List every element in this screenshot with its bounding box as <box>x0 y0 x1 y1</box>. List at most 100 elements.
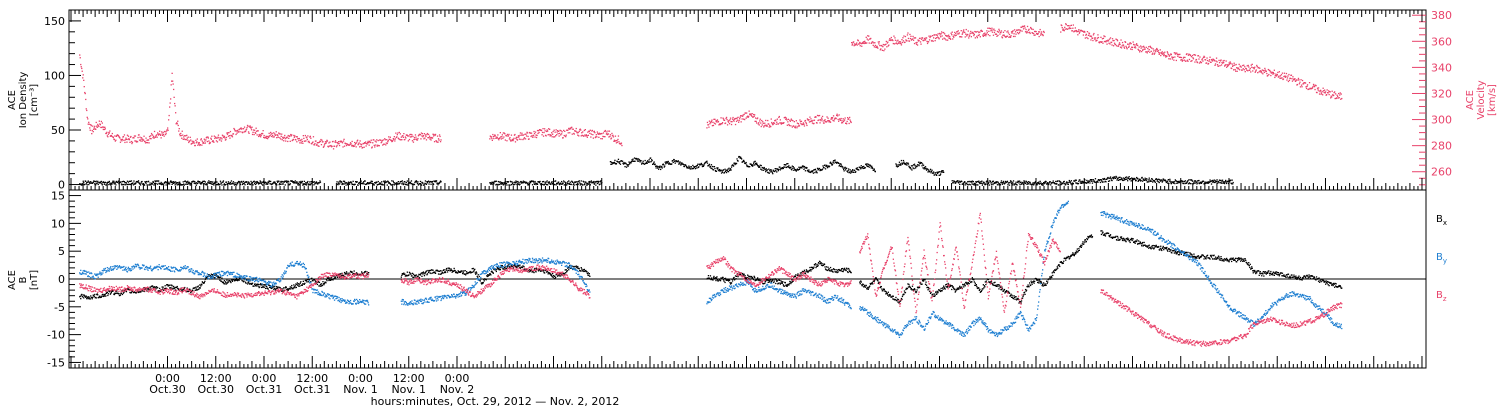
velocity-point <box>852 43 854 45</box>
density-point <box>774 170 776 173</box>
density-point <box>259 180 261 182</box>
velocity-point <box>822 120 824 122</box>
velocity-point <box>706 127 708 129</box>
density-point <box>973 184 975 186</box>
density-point <box>575 184 577 186</box>
density-point <box>104 181 106 183</box>
density-point <box>1120 178 1122 181</box>
velocity-point <box>107 136 109 138</box>
bx-point <box>191 290 193 293</box>
velocity-point <box>245 129 247 131</box>
velocity-point <box>365 141 367 143</box>
bx-point <box>321 284 324 286</box>
density-point <box>1135 179 1137 182</box>
velocity-point <box>300 142 302 144</box>
velocity-point <box>572 128 574 130</box>
velocity-point <box>611 132 613 135</box>
density-point <box>578 180 580 182</box>
velocity-point <box>326 140 329 142</box>
density-point <box>89 182 91 184</box>
velocity-point <box>393 138 395 140</box>
velocity-point <box>1324 89 1326 91</box>
density-point <box>786 163 788 165</box>
velocity-point <box>427 137 429 139</box>
density-point <box>976 184 978 186</box>
velocity-point <box>298 137 300 140</box>
velocity-point <box>1112 45 1115 47</box>
velocity-point <box>556 134 558 136</box>
velocity-point <box>438 134 441 136</box>
density-point <box>1037 182 1039 184</box>
velocity-point <box>770 118 772 120</box>
velocity-point <box>434 134 436 137</box>
velocity-point <box>494 134 496 136</box>
velocity-point <box>374 146 376 148</box>
velocity-point <box>1208 59 1211 61</box>
density-point <box>174 184 176 186</box>
density-point <box>663 166 665 168</box>
velocity-point <box>1183 59 1186 61</box>
density-point <box>632 158 634 160</box>
velocity-point <box>1246 65 1248 67</box>
velocity-point <box>784 116 786 118</box>
density-point <box>101 184 103 186</box>
density-point <box>650 161 652 163</box>
velocity-point <box>107 133 109 135</box>
velocity-point <box>941 31 943 33</box>
density-point <box>438 182 440 185</box>
velocity-point <box>1337 97 1339 99</box>
velocity-point <box>1286 77 1289 79</box>
velocity-point <box>387 141 389 143</box>
density-point <box>590 181 592 183</box>
density-point <box>1117 179 1120 181</box>
velocity-point <box>1292 79 1295 81</box>
velocity-point <box>799 121 802 123</box>
density-point <box>730 166 733 168</box>
velocity-point <box>841 120 843 122</box>
density-point <box>1112 178 1115 180</box>
velocity-point <box>564 130 566 132</box>
velocity-point <box>1092 39 1094 42</box>
velocity-point <box>795 125 797 127</box>
density-point <box>386 184 388 186</box>
velocity-point <box>1277 71 1279 74</box>
density-point <box>975 181 977 183</box>
velocity-point <box>1154 52 1156 54</box>
density-point <box>581 183 583 185</box>
velocity-point <box>93 128 95 130</box>
density-point <box>745 161 747 164</box>
density-point <box>252 184 254 186</box>
density-point <box>149 182 151 184</box>
bx-point <box>261 284 263 286</box>
velocity-point <box>214 137 216 140</box>
density-point <box>931 169 933 171</box>
density-point <box>1069 181 1071 183</box>
bx-point <box>267 288 269 290</box>
density-point <box>966 182 968 185</box>
velocity-point <box>998 28 1000 30</box>
density-point <box>373 184 375 186</box>
velocity-point <box>1229 63 1231 65</box>
density-point <box>502 182 504 184</box>
velocity-point <box>983 34 985 37</box>
velocity-point <box>1038 35 1040 38</box>
velocity-point <box>420 132 423 134</box>
density-point <box>1194 180 1197 182</box>
velocity-point <box>886 42 888 44</box>
velocity-point <box>249 126 252 128</box>
density-point <box>818 167 821 170</box>
velocity-point <box>254 129 256 131</box>
density-point <box>380 184 382 186</box>
velocity-point <box>1148 46 1150 48</box>
density-point <box>758 165 760 168</box>
velocity-point <box>1231 63 1233 65</box>
velocity-point <box>162 134 164 136</box>
velocity-point <box>722 118 725 120</box>
velocity-point <box>1164 51 1166 53</box>
density-point <box>868 163 870 166</box>
density-point <box>860 168 862 170</box>
velocity-point <box>964 31 966 34</box>
velocity-point <box>85 98 87 101</box>
velocity-point <box>768 123 770 125</box>
density-point <box>964 184 966 186</box>
